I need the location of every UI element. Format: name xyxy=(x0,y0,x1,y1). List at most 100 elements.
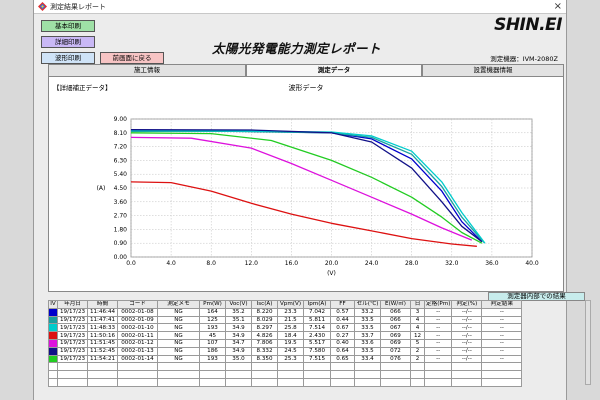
table-cell: 33.5 xyxy=(354,323,381,333)
table-cell: 0.40 xyxy=(330,338,355,348)
tab-equipment-info[interactable]: 設置機器情報 xyxy=(422,64,564,76)
table-cell: -- xyxy=(481,323,523,333)
table-cell: -- xyxy=(481,307,523,317)
table-cell: -- xyxy=(481,338,523,348)
table-row[interactable]: 19/17/23 11:52:45 0002-01-13 NG 186 34.9 8.332… xyxy=(48,346,523,356)
table-cell: 5.811 xyxy=(303,315,331,325)
table-scrollbar[interactable] xyxy=(585,300,591,385)
table-cell: 0002-01-14 xyxy=(117,354,158,364)
table-cell: 0.44 xyxy=(330,315,355,325)
series-color-swatch xyxy=(48,362,58,372)
back-button[interactable]: 前画面に戻る xyxy=(100,52,164,64)
table-cell: 34.7 xyxy=(225,338,252,348)
wave-print-button[interactable]: 波形印刷 xyxy=(41,52,95,64)
column-header: 判定結果 xyxy=(481,300,523,309)
table-cell xyxy=(117,377,158,387)
x-tick-label: 28.0 xyxy=(405,260,419,267)
iv-curve-chart: 0.0 4.0 8.0 12.0 16.0 20.0 24.0 28.0 32.0 36.0 40.… xyxy=(97,116,539,277)
table-cell: 35.2 xyxy=(225,307,252,317)
table-cell xyxy=(157,362,200,372)
tab-measurement-data[interactable]: 測定データ xyxy=(246,64,422,76)
close-icon[interactable]: × xyxy=(553,1,562,12)
column-header: Voc(V) xyxy=(225,300,252,309)
table-cell: 19/17/23 xyxy=(57,315,88,325)
color-swatch xyxy=(49,356,57,362)
table-cell: 4.826 xyxy=(251,331,278,340)
y-tick-label: 8.10 xyxy=(114,130,128,137)
series-color-swatch xyxy=(48,370,58,379)
series-color-swatch xyxy=(48,307,58,317)
table-cell: 5.517 xyxy=(303,338,331,348)
table-cell xyxy=(410,370,425,379)
section-label: 【詳細補正データ】 xyxy=(53,84,112,92)
tab-construction-info[interactable]: 施工情報 xyxy=(48,64,246,76)
table-cell: 21.5 xyxy=(277,315,304,325)
table-cell: -- xyxy=(423,315,453,325)
table-cell: 0002-01-10 xyxy=(117,323,158,333)
table-cell: 069 xyxy=(380,338,411,348)
series-color-swatch xyxy=(48,377,58,387)
table-cell xyxy=(225,377,252,387)
table-cell: 107 xyxy=(199,338,226,348)
table-cell: 7.514 xyxy=(303,323,331,333)
table-cell: 19.5 xyxy=(277,338,304,348)
table-row[interactable] xyxy=(48,370,523,379)
table-cell: 33.5 xyxy=(354,315,381,325)
table-cell: 125 xyxy=(199,315,226,325)
table-cell: 067 xyxy=(380,323,411,333)
table-cell: 2 xyxy=(410,346,425,356)
table-cell: 33.2 xyxy=(354,307,381,317)
table-cell xyxy=(87,370,118,379)
table-cell: 076 xyxy=(380,354,411,364)
table-cell xyxy=(423,377,453,387)
column-header: IV xyxy=(48,300,58,309)
basic-print-button[interactable]: 基本印刷 xyxy=(41,20,95,32)
table-cell: 12 xyxy=(410,331,425,340)
table-cell xyxy=(423,370,453,379)
table-row[interactable]: 19/17/23 11:54:21 0002-01-14 NG 193 35.0 8.350… xyxy=(48,354,523,364)
table-cell xyxy=(303,370,331,379)
table-cell xyxy=(354,377,381,387)
column-header: Isc(A) xyxy=(251,300,278,309)
table-cell: -- xyxy=(423,346,453,356)
table-cell: 35.0 xyxy=(225,354,252,364)
table-cell: 45 xyxy=(199,331,226,340)
detail-print-button[interactable]: 詳細印刷 xyxy=(41,36,95,48)
table-cell: 19/17/23 xyxy=(57,354,88,364)
table-cell xyxy=(87,377,118,387)
iv-series-line-7 xyxy=(130,181,477,247)
table-cell xyxy=(451,377,483,387)
table-cell: 0002-01-12 xyxy=(117,338,158,348)
table-cell: 0.57 xyxy=(330,307,355,317)
table-cell: 7.580 xyxy=(303,346,331,356)
table-cell xyxy=(410,377,425,387)
table-cell: 0002-01-13 xyxy=(117,346,158,356)
table-cell xyxy=(199,362,226,372)
table-cell: 11:52:45 xyxy=(87,346,118,356)
y-tick-label: 2.70 xyxy=(114,213,128,220)
table-cell: NG xyxy=(157,346,200,356)
table-cell: 33.7 xyxy=(354,331,381,340)
table-cell: NG xyxy=(157,323,200,333)
table-cell: 066 xyxy=(380,307,411,317)
title-bar: 測定結果レポート × xyxy=(34,0,566,14)
table-row[interactable]: 19/17/23 11:51:45 0002-01-12 NG 107 34.7 7.806… xyxy=(48,338,523,348)
table-cell: 0002-01-09 xyxy=(117,315,158,325)
table-row[interactable] xyxy=(48,377,523,387)
table-cell: 0002-01-08 xyxy=(117,307,158,317)
table-row[interactable] xyxy=(48,362,523,372)
table-row[interactable]: 19/17/23 11:48:33 0002-01-10 NG 193 34.9 8.297… xyxy=(48,323,523,333)
table-cell: 34.9 xyxy=(225,323,252,333)
table-cell: 0.27 xyxy=(330,331,355,340)
table-cell xyxy=(303,377,331,387)
x-tick-label: 8.0 xyxy=(206,260,216,267)
column-header: セル(℃) xyxy=(354,300,381,309)
table-cell: 7.806 xyxy=(251,338,278,348)
table-cell xyxy=(251,377,278,387)
column-header: Pm(W) xyxy=(199,300,226,309)
table-row[interactable]: 19/17/23 11:50:16 0002-01-11 NG 45 34.9 4.826 1… xyxy=(48,331,523,340)
table-row[interactable]: 19/17/23 11:46:44 0002-01-08 NG 164 35.2 8.220… xyxy=(48,307,523,317)
table-row[interactable]: 19/17/23 11:47:41 0002-01-09 NG 125 35.1 8.029… xyxy=(48,315,523,325)
x-tick-label: 0.0 xyxy=(126,260,136,267)
table-cell: 0.67 xyxy=(330,323,355,333)
